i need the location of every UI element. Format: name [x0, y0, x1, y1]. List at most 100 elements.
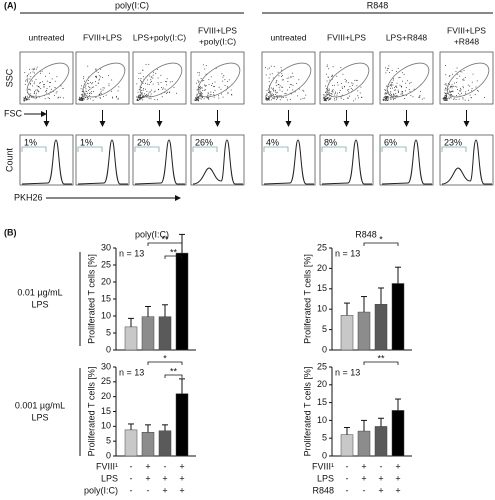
scatter-dot: [176, 92, 178, 94]
scatter-dot: [281, 90, 283, 92]
scatter-dot: [330, 75, 332, 77]
scatter-dot: [336, 94, 338, 96]
scatter-dot: [348, 91, 350, 93]
scatter-dot: [275, 82, 277, 84]
scatter-dot: [408, 88, 410, 90]
y-tick-label: 10: [317, 415, 327, 425]
scatter-dot: [166, 81, 168, 83]
scatter-dot: [140, 78, 142, 80]
scatter-dot: [448, 96, 450, 98]
scatter-dot: [389, 87, 391, 89]
y-axis-label: Proliferated T cells [%]: [302, 254, 312, 344]
scatter-dot: [351, 82, 353, 84]
scatter-dot: [193, 99, 195, 101]
scatter-dot: [413, 88, 415, 90]
scatter-dot: [451, 84, 453, 86]
scatter-dot: [342, 73, 344, 75]
scatter-dot: [62, 87, 64, 89]
scatter-dot: [211, 85, 213, 87]
scatter-dot: [169, 91, 171, 93]
scatter-dot: [326, 64, 328, 66]
significance-bracket: [147, 242, 183, 246]
scatter-dot: [195, 97, 197, 99]
scatter-dot: [150, 80, 152, 82]
scatter-dot: [286, 89, 288, 91]
scatter-dot: [449, 93, 451, 95]
scatter-dot: [334, 92, 336, 94]
scatter-dot: [443, 99, 445, 101]
scatter-dot: [91, 91, 93, 93]
scatter-dot: [31, 85, 33, 87]
scatter-dot: [346, 97, 348, 99]
scatter-dot: [85, 93, 87, 95]
scatter-dot: [90, 81, 92, 83]
scatter-dot: [458, 92, 460, 94]
treatment-sign: -: [147, 485, 150, 495]
scatter-dot: [278, 83, 280, 85]
scatter-dot: [137, 96, 139, 98]
histogram-curve: [263, 139, 314, 185]
scatter-dot: [117, 90, 119, 92]
scatter-dot: [450, 96, 452, 98]
scatter-dot: [287, 80, 289, 82]
scatter-dot: [32, 71, 34, 73]
scatter-dot: [456, 81, 458, 83]
scatter-dot: [394, 89, 396, 91]
scatter-dot: [161, 88, 163, 90]
significance-bracket: [147, 361, 183, 365]
scatter-dot: [451, 73, 453, 75]
scatter-dot: [269, 97, 271, 99]
treatment-sign: -: [164, 461, 167, 471]
scatter-dot: [111, 96, 113, 98]
scatter-dot: [266, 95, 268, 97]
y-tick-label: 25: [101, 259, 111, 269]
scatter-dot: [266, 99, 268, 101]
histogram-frame: [190, 134, 245, 186]
scatter-dot: [477, 90, 479, 92]
scatter-dot: [459, 75, 461, 77]
scatter-dot: [23, 100, 25, 102]
scatter-dot: [270, 65, 272, 67]
gate: [326, 62, 370, 98]
scatter-dot: [157, 77, 159, 79]
y-tick-label: 25: [317, 361, 327, 371]
scatter-dot: [349, 86, 351, 88]
scatter-dot: [36, 66, 38, 68]
scatter-dot: [108, 85, 110, 87]
scatter-dot: [284, 93, 286, 95]
significance-label: **: [170, 247, 178, 257]
scatter-dot: [140, 98, 142, 100]
axis-label: FSC: [4, 108, 23, 118]
scatter-dot: [26, 75, 28, 77]
treatment-sign: +: [162, 485, 167, 495]
scatter-dot: [48, 81, 50, 83]
scatter-dot: [332, 91, 334, 93]
scatter-dot: [139, 96, 141, 98]
scatter-dot: [29, 83, 31, 85]
scatter-dot: [89, 89, 91, 91]
panel-label: (B): [4, 227, 17, 237]
gate-percentage: 6%: [384, 137, 397, 147]
scatter-dot: [142, 82, 144, 84]
scatter-dot: [462, 79, 464, 81]
scatter-dot: [329, 99, 331, 101]
scatter-dot: [220, 93, 222, 95]
scatter-dot: [325, 73, 327, 75]
histogram-gate: [381, 146, 407, 152]
scatter-dot: [469, 85, 471, 87]
scatter-dot: [271, 93, 273, 95]
scatter-dot: [23, 97, 25, 99]
scatter-dot: [359, 92, 361, 94]
gate-percentage: 23%: [444, 137, 462, 147]
scatter-dot: [273, 66, 275, 68]
scatter-dot: [199, 96, 201, 98]
scatter-dot: [27, 78, 29, 80]
scatter-dot: [94, 76, 96, 78]
scatter-dot: [41, 70, 43, 72]
scatter-dot: [136, 99, 138, 101]
scatter-frame: [439, 51, 494, 105]
scatter-dot: [386, 85, 388, 87]
scatter-dot: [322, 94, 324, 96]
scatter-dot: [33, 97, 35, 99]
scatter-dot: [80, 99, 82, 101]
